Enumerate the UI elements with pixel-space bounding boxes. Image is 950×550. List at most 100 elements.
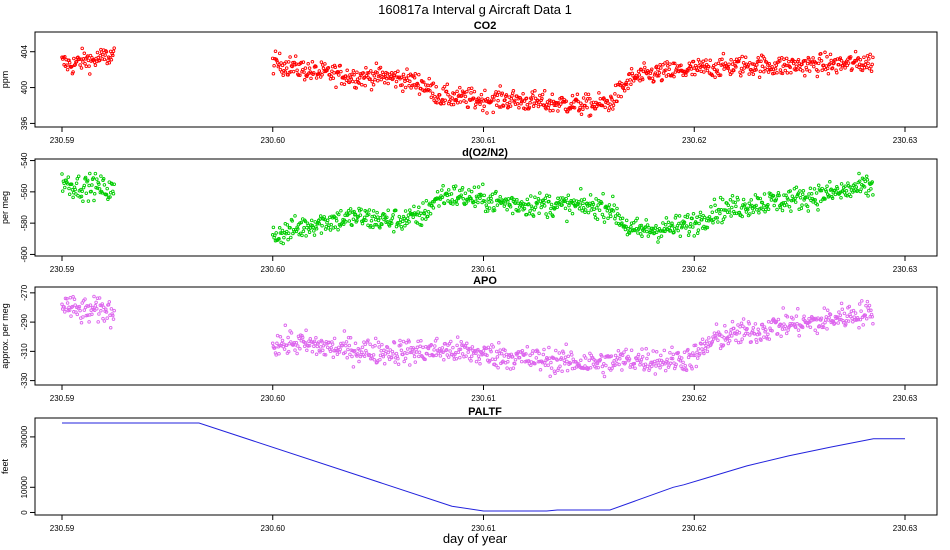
- data-point: [664, 216, 669, 220]
- data-point: [511, 366, 516, 370]
- data-point: [610, 366, 614, 371]
- data-point: [646, 352, 651, 356]
- data-point: [815, 202, 820, 207]
- data-point: [99, 309, 103, 313]
- data-point: [856, 56, 861, 60]
- data-point: [93, 63, 98, 67]
- data-point: [645, 364, 650, 369]
- data-point: [579, 112, 584, 117]
- data-point: [526, 202, 531, 206]
- data-point: [401, 352, 405, 357]
- data-point: [767, 62, 772, 66]
- data-point: [601, 191, 605, 196]
- data-point: [335, 352, 340, 356]
- data-point: [681, 360, 685, 365]
- data-point: [853, 318, 857, 322]
- data-point: [85, 304, 89, 308]
- data-point: [454, 199, 459, 203]
- data-point: [547, 356, 552, 360]
- data-point: [80, 46, 84, 51]
- data-point: [373, 222, 377, 227]
- data-point: [746, 65, 750, 69]
- data-point: [679, 356, 684, 360]
- data-point: [667, 67, 671, 72]
- y-tick-label: -290: [20, 314, 29, 331]
- data-point: [819, 199, 823, 204]
- data-point: [654, 224, 658, 228]
- data-point: [371, 82, 376, 87]
- data-point: [712, 331, 717, 335]
- data-point: [72, 297, 77, 302]
- data-point: [111, 53, 115, 58]
- data-point: [809, 192, 814, 196]
- data-point: [710, 340, 715, 344]
- data-point: [860, 68, 865, 73]
- data-point: [822, 306, 827, 310]
- data-point: [837, 310, 841, 314]
- data-point: [277, 51, 282, 56]
- data-point: [748, 333, 752, 337]
- data-point: [101, 177, 106, 181]
- data-point: [859, 187, 863, 191]
- data-point: [633, 366, 637, 370]
- data-point: [419, 338, 423, 343]
- data-point: [739, 340, 743, 344]
- data-point: [596, 365, 600, 370]
- data-point: [797, 333, 801, 338]
- data-point: [778, 68, 783, 72]
- data-point: [816, 183, 821, 188]
- data-point: [327, 340, 331, 345]
- data-point: [389, 71, 394, 75]
- data-point: [516, 201, 521, 205]
- data-point: [427, 76, 431, 81]
- x-tick-label: 230.63: [893, 394, 918, 403]
- data-point: [599, 201, 604, 205]
- data-point: [850, 67, 854, 71]
- data-point: [663, 223, 668, 227]
- data-point: [544, 212, 548, 216]
- data-point: [568, 361, 573, 365]
- data-point: [611, 103, 616, 108]
- data-point: [572, 359, 576, 364]
- data-point: [102, 183, 107, 187]
- data-point: [325, 218, 330, 223]
- data-point: [864, 59, 868, 64]
- data-point: [298, 347, 302, 351]
- data-point: [297, 336, 301, 341]
- data-point: [595, 206, 599, 210]
- data-point: [762, 57, 767, 61]
- data-point: [71, 295, 75, 299]
- data-point: [842, 311, 847, 316]
- x-tick-label: 230.60: [261, 265, 286, 274]
- data-point: [727, 69, 732, 73]
- data-point: [713, 75, 717, 79]
- data-point: [319, 60, 324, 64]
- data-point: [486, 345, 491, 350]
- data-point: [389, 221, 394, 225]
- data-point: [786, 198, 790, 202]
- data-point: [470, 345, 475, 349]
- data-point: [750, 203, 754, 208]
- data-point: [732, 326, 736, 331]
- data-point: [385, 215, 389, 220]
- data-point: [774, 320, 779, 324]
- data-point: [773, 67, 778, 71]
- data-point: [415, 221, 420, 225]
- data-point: [476, 200, 480, 205]
- data-point: [616, 94, 621, 98]
- data-point: [271, 71, 276, 76]
- data-point: [502, 354, 507, 358]
- data-point: [583, 103, 587, 108]
- data-point: [817, 57, 822, 61]
- data-point: [67, 305, 71, 310]
- data-point: [309, 218, 314, 223]
- data-point: [536, 197, 541, 201]
- data-point: [490, 98, 494, 102]
- data-point: [364, 218, 368, 223]
- data-point: [802, 198, 806, 202]
- data-point: [739, 321, 744, 325]
- data-point: [650, 364, 654, 368]
- data-point: [84, 64, 89, 69]
- data-point: [92, 192, 97, 196]
- data-point: [407, 339, 411, 344]
